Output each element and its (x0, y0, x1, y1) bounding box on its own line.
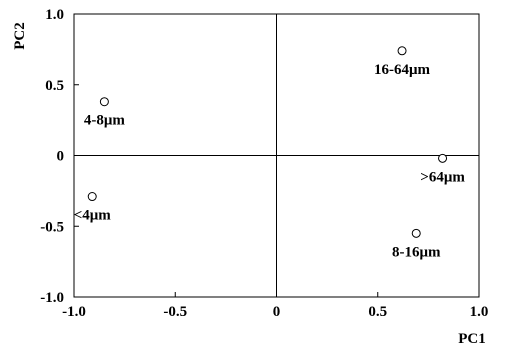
data-point-label: >64μm (420, 169, 465, 185)
y-tick-label: 1.0 (45, 7, 64, 23)
y-axis-ticks: 1.0 0.5 0 -0.5 -1.0 (40, 7, 79, 306)
x-axis-label: PC1 (458, 331, 486, 346)
x-tick-label: 1.0 (470, 304, 489, 320)
data-point (411, 228, 421, 238)
x-tick-label: 0 (273, 304, 281, 320)
data-points: 4-8μm 16-64μm >64μm <4μm 8-16μm (74, 46, 465, 260)
x-tick-label: -0.5 (163, 304, 187, 320)
data-point (87, 192, 97, 202)
data-point-label: <4μm (74, 208, 112, 224)
y-tick-label: 0 (57, 149, 65, 165)
data-point (99, 97, 109, 107)
y-tick-label: -1.0 (40, 290, 64, 306)
data-point-label: 16-64μm (374, 62, 430, 78)
x-axis-ticks: -1.0 -0.5 0 0.5 1.0 (62, 292, 488, 320)
y-tick-label: -0.5 (40, 219, 64, 235)
data-point (397, 46, 407, 56)
data-point-label: 8-16μm (392, 244, 441, 260)
y-axis-label: PC2 (12, 22, 28, 50)
x-tick-label: -1.0 (62, 304, 86, 320)
x-tick-label: 0.5 (368, 304, 387, 320)
data-point-label: 4-8μm (84, 113, 125, 129)
y-tick-label: 0.5 (45, 78, 64, 94)
data-point (438, 153, 448, 163)
